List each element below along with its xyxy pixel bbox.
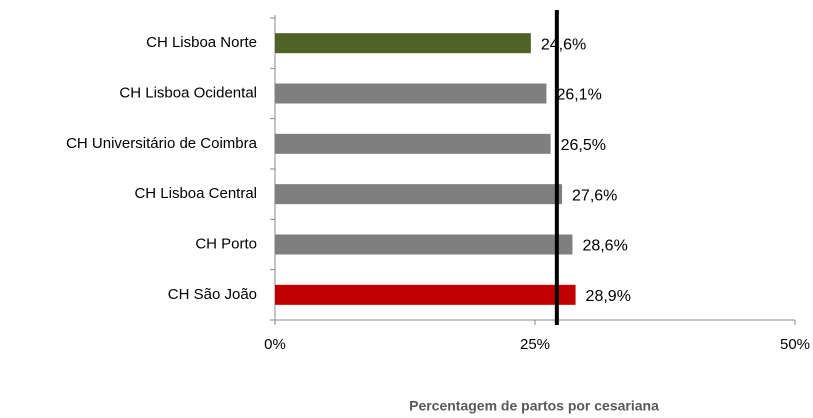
- category-label: CH Porto: [195, 235, 257, 252]
- category-label: CH Universitário de Coimbra: [66, 135, 258, 152]
- category-label: CH São João: [168, 286, 257, 303]
- x-tick-label: 0%: [264, 336, 286, 353]
- value-label: 26,5%: [561, 137, 606, 154]
- value-label: 26,1%: [556, 87, 601, 104]
- bar: [275, 33, 531, 54]
- bar: [275, 133, 551, 154]
- value-label: 24,6%: [541, 36, 586, 53]
- x-axis-label: Percentagem de partos por cesariana: [409, 398, 659, 414]
- category-label: CH Lisboa Ocidental: [119, 84, 257, 101]
- bar: [275, 284, 576, 305]
- x-tick-label: 50%: [780, 336, 810, 353]
- category-label: CH Lisboa Norte: [146, 34, 257, 51]
- x-tick-label: 25%: [520, 336, 550, 353]
- bar: [275, 234, 573, 255]
- category-label: CH Lisboa Central: [134, 185, 257, 202]
- value-label: 28,9%: [586, 288, 631, 305]
- value-label: 27,6%: [572, 187, 617, 204]
- bar: [275, 83, 547, 104]
- value-label: 28,6%: [582, 238, 627, 255]
- bar: [275, 184, 563, 205]
